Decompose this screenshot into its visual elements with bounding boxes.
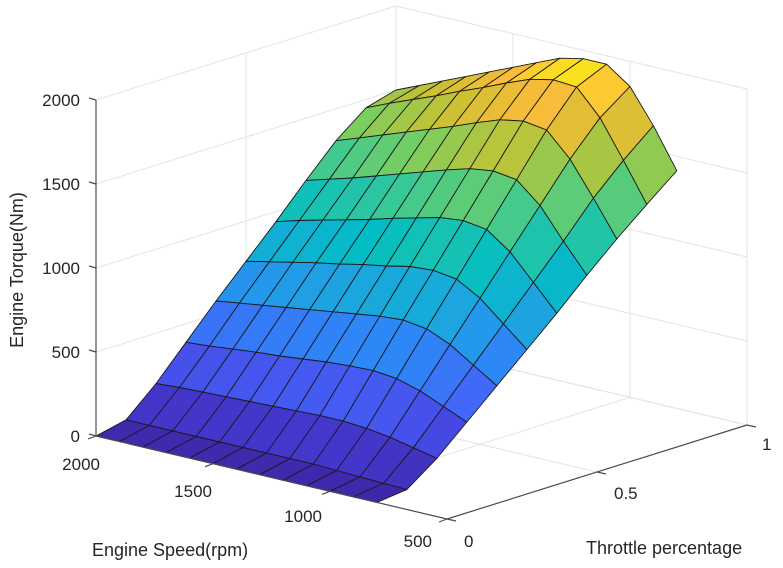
x-tick-mark <box>321 490 331 495</box>
x-tick-2000: 2000 <box>62 455 100 474</box>
x-axis-line <box>95 435 448 520</box>
z-tick-500: 500 <box>52 343 80 362</box>
tick-labels: 0 500 1000 1500 2000 2000 1500 1000 500 … <box>42 91 771 551</box>
x-axis-label: Engine Speed(rpm) <box>92 540 248 560</box>
y-tick-mark <box>596 471 607 475</box>
x-tick-mark <box>438 518 448 523</box>
z-tick-0: 0 <box>71 427 80 446</box>
z-tick-mark <box>88 433 97 437</box>
y-axis-label: Throttle percentage <box>586 538 742 558</box>
z-tick-mark <box>88 349 97 353</box>
z-tick-mark <box>88 181 97 185</box>
x-tick-mark <box>87 435 97 440</box>
z-tick-2000: 2000 <box>42 91 80 110</box>
z-tick-mark <box>88 97 97 101</box>
x-tick-mark <box>204 463 214 468</box>
x-tick-500: 500 <box>404 532 432 551</box>
y-tick-mark <box>446 518 457 522</box>
y-tick-0: 0 <box>464 532 473 551</box>
z-axis-label: Engine Torque(Nm) <box>7 192 27 348</box>
axis-labels: Engine Speed(rpm) Throttle percentage En… <box>7 192 742 560</box>
torque-surface <box>95 57 678 503</box>
y-tick-0.5: 0.5 <box>614 484 638 503</box>
z-tick-1000: 1000 <box>42 259 80 278</box>
axes-lines <box>87 97 757 523</box>
x-tick-1000: 1000 <box>284 507 322 526</box>
y-tick-mark <box>746 424 757 428</box>
y-tick-1: 1 <box>762 435 771 454</box>
x-tick-1500: 1500 <box>174 482 212 501</box>
z-tick-1500: 1500 <box>42 175 80 194</box>
z-tick-mark <box>88 265 97 269</box>
